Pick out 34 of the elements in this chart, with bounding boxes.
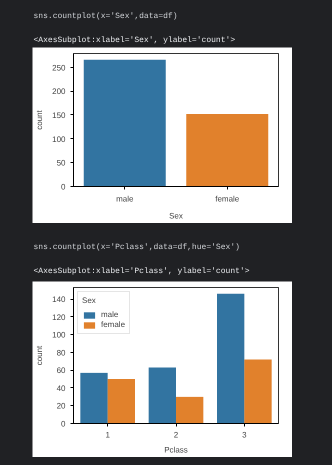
text: sns.countplot(x='Sex',data=df): [34, 12, 178, 21]
legend-title: Sex: [82, 296, 97, 305]
y-tick-label: 250: [52, 63, 66, 72]
bar: [108, 379, 135, 424]
y-tick-label: 80: [56, 348, 66, 358]
bar: [176, 396, 204, 424]
y-axis-title: count: [35, 344, 44, 366]
y-tick-label: 0: [61, 182, 66, 192]
x-tick-label: 1: [105, 430, 110, 440]
text: <AxesSubplot:xlabel='Sex', ylabel='count'>: [34, 36, 236, 45]
y-tick-label: 50: [56, 158, 66, 168]
bar: [244, 360, 272, 424]
bar: [217, 294, 244, 424]
x-axis-title: Sex: [169, 212, 183, 220]
x-axis-title: Pclass: [164, 446, 188, 454]
y-tick-label: 100: [52, 134, 66, 144]
y-tick-label: 120: [52, 312, 66, 322]
y-tick-label: 150: [52, 110, 66, 120]
x-tick-label: 3: [242, 430, 248, 440]
legend-label: male: [101, 310, 120, 319]
y-tick-label: 40: [56, 384, 66, 393]
text: <AxesSubplot:xlabel='Pclass', ylabel='count'>: [34, 267, 250, 276]
y-tick-label: 0: [61, 420, 66, 428]
bar: [148, 368, 176, 424]
y-axis-title: count: [35, 109, 44, 130]
x-tick-label: 2: [174, 430, 179, 440]
y-tick-label: 20: [56, 402, 66, 411]
y-tick-label: 140: [52, 295, 66, 304]
y-tick-label: 200: [52, 87, 66, 96]
y-tick-label: 60: [56, 366, 66, 376]
y-tick-label: 100: [52, 330, 66, 340]
text: sns.countplot(x='Pclass',data=df,hue='Sex'): [34, 243, 240, 252]
bar: [80, 372, 108, 424]
legend-label: female: [101, 320, 126, 329]
